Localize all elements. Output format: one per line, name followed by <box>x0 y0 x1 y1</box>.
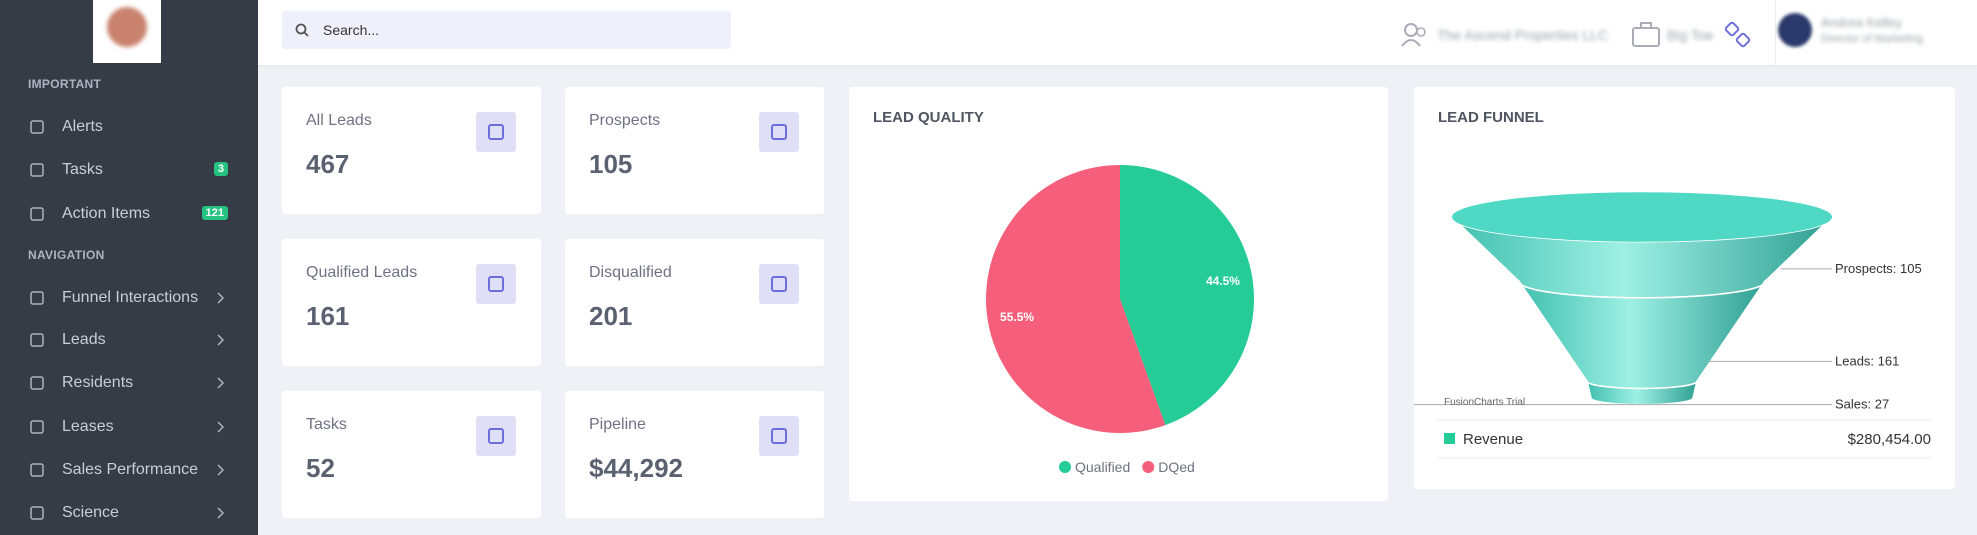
pie-slice <box>986 165 1166 433</box>
summary-label: Revenue <box>1463 431 1523 448</box>
funnel-label: Leads: 161 <box>1835 353 1899 368</box>
stat-card: Qualified Leads 161 <box>282 239 541 366</box>
legend-marker <box>1059 461 1071 473</box>
watermark: FusionCharts Trial <box>1444 397 1525 408</box>
slice-label: 44.5% <box>1206 274 1240 288</box>
nav-item[interactable]: Science <box>62 504 119 521</box>
stat-card: Pipeline $44,292 <box>565 391 824 518</box>
nav-icon <box>30 333 44 347</box>
stat-card: Prospects 105 <box>565 87 824 214</box>
nav-icon <box>30 420 44 434</box>
legend-marker <box>1142 461 1155 473</box>
stat-icon <box>476 264 516 304</box>
stat-card: Tasks 52 <box>282 391 541 518</box>
slice-label: 55.5% <box>1000 310 1034 324</box>
nav-icon <box>30 506 44 520</box>
stat-icon <box>476 112 516 152</box>
search-icon <box>295 23 309 37</box>
avatar[interactable] <box>1778 13 1812 47</box>
nav-item[interactable]: Action Items <box>62 205 151 222</box>
stat-label: Pipeline <box>589 416 646 433</box>
stat-label: Prospects <box>589 112 661 129</box>
stat-value: 52 <box>306 453 335 483</box>
search-box[interactable]: Search... <box>282 11 731 49</box>
chevron <box>217 377 224 389</box>
badge: 121 <box>201 206 228 220</box>
stat-card: All Leads 467 <box>282 87 541 214</box>
stat-icon <box>476 416 516 456</box>
lead-quality-panel: LEAD QUALITY 44.5% 55.5% Qualified DQed <box>849 87 1388 501</box>
funnel-label: Sales: 27 <box>1835 397 1889 412</box>
section-title: IMPORTANT <box>28 77 102 91</box>
nav-item[interactable]: Tasks <box>62 161 103 178</box>
stat-value: 105 <box>589 149 633 179</box>
nav-icon <box>30 163 44 177</box>
nav-item[interactable]: Sales Performance <box>62 461 199 478</box>
nav-item[interactable]: Leads <box>62 331 106 348</box>
funnel-segment <box>1518 279 1766 390</box>
nav-icon <box>30 120 44 134</box>
stat-icon <box>759 416 799 456</box>
funnel-label: Prospects: 105 <box>1835 261 1922 276</box>
badge: 3 <box>213 162 228 176</box>
stat-label: All Leads <box>306 112 372 129</box>
chevron <box>217 464 224 476</box>
stat-icon <box>759 112 799 152</box>
funnel-segment <box>1586 381 1698 406</box>
stat-value: 161 <box>306 301 350 331</box>
divider <box>1775 0 1776 65</box>
stat-card: Disqualified 201 <box>565 239 824 366</box>
sidebar: IMPORTANT Alerts Tasks 3 Action Items 121 NAVI… <box>0 0 258 535</box>
funnel-top <box>1452 192 1832 242</box>
legend-label: DQed <box>1158 459 1195 475</box>
user-name[interactable]: Andrea Kelley <box>1821 15 1902 30</box>
team-name[interactable]: Big Toe <box>1667 27 1714 43</box>
panel-title: LEAD FUNNEL <box>1438 109 1544 126</box>
search-placeholder: Search... <box>323 22 380 38</box>
stat-label: Qualified Leads <box>306 264 418 281</box>
stat-label: Tasks <box>306 416 347 433</box>
nav-item[interactable]: Alerts <box>62 118 103 135</box>
pie-slice <box>1120 165 1254 426</box>
nav-icon <box>30 463 44 477</box>
chevron <box>217 334 224 346</box>
pie-chart: 44.5% 55.5% Qualified DQed <box>986 165 1254 475</box>
user-role: Director of Marketing <box>1821 33 1924 45</box>
top-bar: Search... The Ascend Properties LLC Big … <box>258 0 1977 65</box>
nav-icon <box>30 291 44 305</box>
chevron <box>217 421 224 433</box>
legend-marker <box>1444 433 1455 444</box>
logo <box>93 0 161 63</box>
legend-label: Qualified <box>1075 459 1130 475</box>
panel-title: LEAD QUALITY <box>873 109 984 126</box>
section-title: NAVIGATION <box>28 248 105 262</box>
stat-label: Disqualified <box>589 264 672 281</box>
link-icon[interactable] <box>1724 21 1752 49</box>
lead-funnel-panel: LEAD FUNNEL Prospects: 105 Leads: 161 Sale… <box>1414 87 1955 489</box>
stat-value: 467 <box>306 149 350 179</box>
nav-icon <box>30 376 44 390</box>
stat-value: $44,292 <box>589 453 683 483</box>
company-name[interactable]: The Ascend Properties LLC <box>1437 27 1609 43</box>
company-icon <box>1401 23 1426 47</box>
stat-icon <box>759 264 799 304</box>
funnel-chart: Prospects: 105 Leads: 161 Sales: 27 FusionC… <box>1414 192 1931 459</box>
stat-value: 201 <box>589 301 633 331</box>
nav-item[interactable]: Leases <box>62 418 114 435</box>
nav-item[interactable]: Funnel Interactions <box>62 289 199 306</box>
team-icon <box>1632 22 1660 47</box>
summary-value: $280,454.00 <box>1848 431 1931 448</box>
chevron <box>217 292 224 304</box>
chevron <box>217 507 224 519</box>
nav-item[interactable]: Residents <box>62 374 134 391</box>
nav-icon <box>30 207 44 221</box>
